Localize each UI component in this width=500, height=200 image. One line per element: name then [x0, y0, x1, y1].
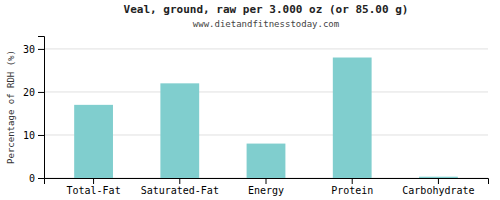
- x-tick-label: Protein: [331, 185, 373, 196]
- y-tick-label: 0: [29, 173, 35, 184]
- bar: [74, 105, 113, 178]
- y-tick-mark: [38, 135, 44, 136]
- title: Veal, ground, raw per 3.000 oz (or 85.00…: [124, 3, 409, 16]
- y-tick-mark: [38, 49, 44, 50]
- y-tick-label: 30: [23, 44, 35, 55]
- x-tick-label: Energy: [248, 185, 284, 196]
- x-tick-label: Saturated-Fat: [141, 185, 219, 196]
- y-tick: 20: [23, 87, 44, 98]
- y-tick-label: 10: [23, 130, 35, 141]
- x-tick-mark: [179, 178, 180, 184]
- grid-line: [44, 91, 488, 92]
- bar: [247, 144, 286, 178]
- x-tick-mark: [438, 178, 439, 184]
- bar: [160, 83, 199, 178]
- x-tick-mark: [352, 178, 353, 184]
- bar: [419, 177, 458, 178]
- x-tick: Total-Fat: [66, 178, 120, 196]
- x-tick-mark: [266, 178, 267, 184]
- x-tick: Saturated-Fat: [141, 178, 219, 196]
- grid: [44, 49, 488, 178]
- y-tick-label: 20: [23, 87, 35, 98]
- subtitle: www.dietandfitnesstoday.com: [193, 19, 339, 29]
- x-tick-label: Total-Fat: [66, 185, 120, 196]
- y-axis-title: Percentage of RDH (%): [6, 50, 16, 164]
- x-axis: Total-Fat Saturated-Fat Energy Protein Carbo…: [45, 178, 489, 196]
- plot-area: Total-Fat Saturated-Fat Energy Protein Carbo…: [23, 37, 489, 197]
- x-tick-label: Carbohydrate: [402, 185, 474, 196]
- bars: [74, 58, 458, 178]
- y-tick-mark: [38, 178, 44, 179]
- y-tick-mark: [38, 92, 44, 93]
- x-tick: Carbohydrate: [402, 178, 474, 196]
- grid-line: [44, 48, 488, 49]
- y-tick: 0: [29, 173, 44, 184]
- bar: [333, 58, 372, 178]
- y-tick: 10: [23, 130, 44, 141]
- y-axis: 0 10 20 30: [23, 37, 45, 184]
- x-tick-mark: [93, 178, 94, 184]
- y-tick: 30: [23, 44, 44, 55]
- x-axis-line: [45, 179, 489, 185]
- y-axis-line: [38, 37, 45, 179]
- x-tick: Energy: [248, 178, 284, 196]
- chart: Total-Fat Saturated-Fat Energy Protein Carbo…: [0, 0, 500, 200]
- x-tick: Protein: [331, 178, 373, 196]
